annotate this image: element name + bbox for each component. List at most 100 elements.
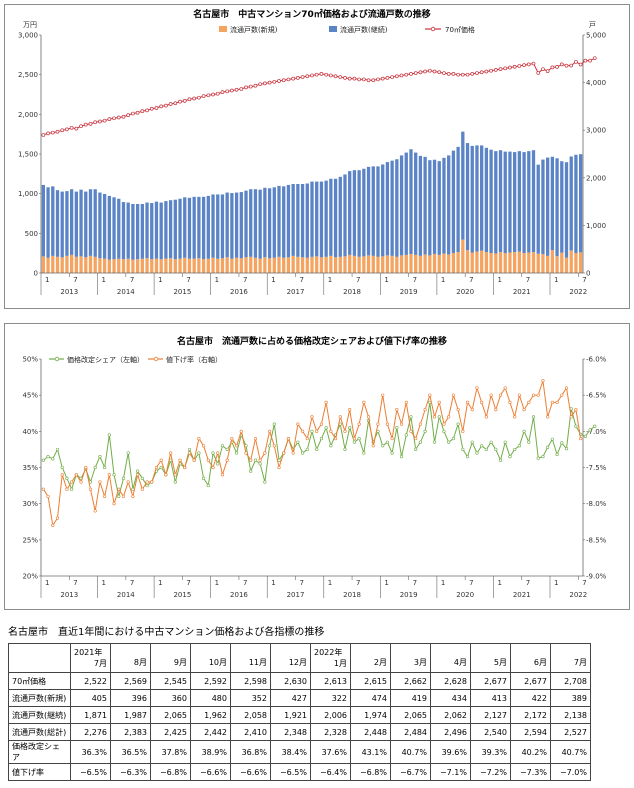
table-cell: 413 xyxy=(470,689,511,707)
discount-rate-point xyxy=(112,502,116,506)
discount-rate-point xyxy=(574,408,578,412)
x-year-label: 2017 xyxy=(287,288,305,296)
table-corner-cell xyxy=(8,643,71,673)
bar-new-listings xyxy=(55,256,60,273)
share-point xyxy=(145,483,149,488)
bar-new-listings xyxy=(432,253,437,273)
x-tick-label: 1 xyxy=(554,579,558,587)
table-cell: 2,448 xyxy=(350,723,391,741)
table-cell: 2,058 xyxy=(230,706,271,724)
bar-continued-listings xyxy=(145,202,149,259)
bar-continued-listings xyxy=(399,155,404,256)
price-point xyxy=(390,75,394,79)
table-cell: 2,328 xyxy=(310,723,351,741)
bar-new-listings xyxy=(366,255,371,273)
x-tick-label: 7 xyxy=(526,579,530,587)
discount-rate-point xyxy=(352,436,357,441)
bar-new-listings xyxy=(456,252,460,273)
price-point xyxy=(526,62,531,67)
bar-new-listings xyxy=(282,257,286,273)
bar-new-listings xyxy=(41,256,46,273)
discount-rate-point xyxy=(150,480,154,484)
price-point xyxy=(135,110,140,115)
legend-swatch xyxy=(153,356,159,362)
left-y-tick-label: 45% xyxy=(22,392,38,400)
x-year-label: 2021 xyxy=(513,288,531,296)
bar-new-listings xyxy=(117,258,121,273)
table-cell: 480 xyxy=(190,689,231,707)
price-point xyxy=(432,69,437,74)
discount-rate-point xyxy=(173,473,177,477)
legend-swatch xyxy=(329,26,337,32)
x-tick-label: 7 xyxy=(300,579,304,587)
bar-new-listings xyxy=(249,256,253,273)
bar-continued-listings xyxy=(60,191,64,258)
table-cell: 2,276 xyxy=(70,723,111,741)
bar-new-listings xyxy=(88,255,93,273)
bar-new-listings xyxy=(461,239,465,273)
discount-rate-point xyxy=(121,494,126,499)
bar-new-listings xyxy=(201,259,206,273)
discount-rate-point xyxy=(51,523,55,527)
table-cell: 2,348 xyxy=(270,723,311,741)
bar-new-listings xyxy=(263,257,267,273)
discount-rate-point xyxy=(145,480,149,484)
bar-continued-listings xyxy=(296,183,300,257)
discount-rate-point xyxy=(442,422,446,426)
x-tick-label: 1 xyxy=(45,579,49,587)
share-point xyxy=(508,455,512,459)
price-point xyxy=(376,77,380,82)
right-y-tick-label: 0 xyxy=(586,270,590,278)
share-point xyxy=(197,451,201,455)
x-tick-label: 1 xyxy=(441,276,445,284)
bar-new-listings xyxy=(164,258,168,273)
bar-new-listings xyxy=(338,256,342,273)
right-y-tick-label: 1,000 xyxy=(586,222,606,230)
bar-new-listings xyxy=(560,252,564,273)
header-month: 8月 xyxy=(133,658,147,667)
price-point xyxy=(244,85,248,90)
discount-rate-point xyxy=(55,516,60,520)
table-header-cell: 4月 xyxy=(430,643,471,673)
bar-continued-listings xyxy=(418,155,423,256)
header-year xyxy=(474,648,507,657)
price-point xyxy=(83,122,88,127)
bar-continued-listings xyxy=(451,150,456,254)
price-point xyxy=(98,119,102,124)
price-inventory-chart-panel: 名古屋市 中古マンション70㎡価格および流通戸数の推移 万円 戸流通戸数(新規) 流通… xyxy=(4,4,630,309)
bar-new-listings xyxy=(211,257,215,273)
bar-continued-listings xyxy=(121,202,126,260)
table-cell: −7.3% xyxy=(510,763,551,781)
bar-continued-listings xyxy=(357,170,361,257)
discount-rate-point xyxy=(399,422,404,426)
price-point xyxy=(272,79,277,84)
bar-continued-listings xyxy=(135,203,140,260)
x-tick-label: 7 xyxy=(356,276,360,284)
bar-continued-listings xyxy=(404,152,408,255)
table-row: 流通戸数(新規) 405 396 360 480 352 427 322 474 419 434 41… xyxy=(8,689,591,707)
table-cell: 1,921 xyxy=(270,706,311,724)
bar-new-listings xyxy=(168,258,173,273)
bar-new-listings xyxy=(399,255,404,273)
bar-continued-listings xyxy=(319,181,324,258)
discount-rate-point xyxy=(536,393,540,397)
price-point xyxy=(512,64,517,69)
x-tick-label: 1 xyxy=(158,276,162,284)
share-point xyxy=(206,483,210,488)
table-cell: 2,677 xyxy=(510,672,551,690)
left-y-tick-label: 3,000 xyxy=(18,32,38,40)
bar-continued-listings xyxy=(315,181,319,257)
legend-label: 70㎡価格 xyxy=(445,25,475,34)
bar-new-listings xyxy=(315,256,319,273)
bar-new-listings xyxy=(178,258,182,273)
price-point xyxy=(583,58,588,63)
discount-rate-point xyxy=(286,436,291,441)
price-point xyxy=(225,89,230,94)
bar-continued-listings xyxy=(385,162,390,256)
table-cell: 2,569 xyxy=(110,672,151,690)
discount-rate-point xyxy=(522,408,526,412)
bar-continued-listings xyxy=(390,160,394,256)
bar-new-listings xyxy=(187,258,192,273)
bar-new-listings xyxy=(135,259,140,273)
bar-continued-listings xyxy=(461,131,465,240)
